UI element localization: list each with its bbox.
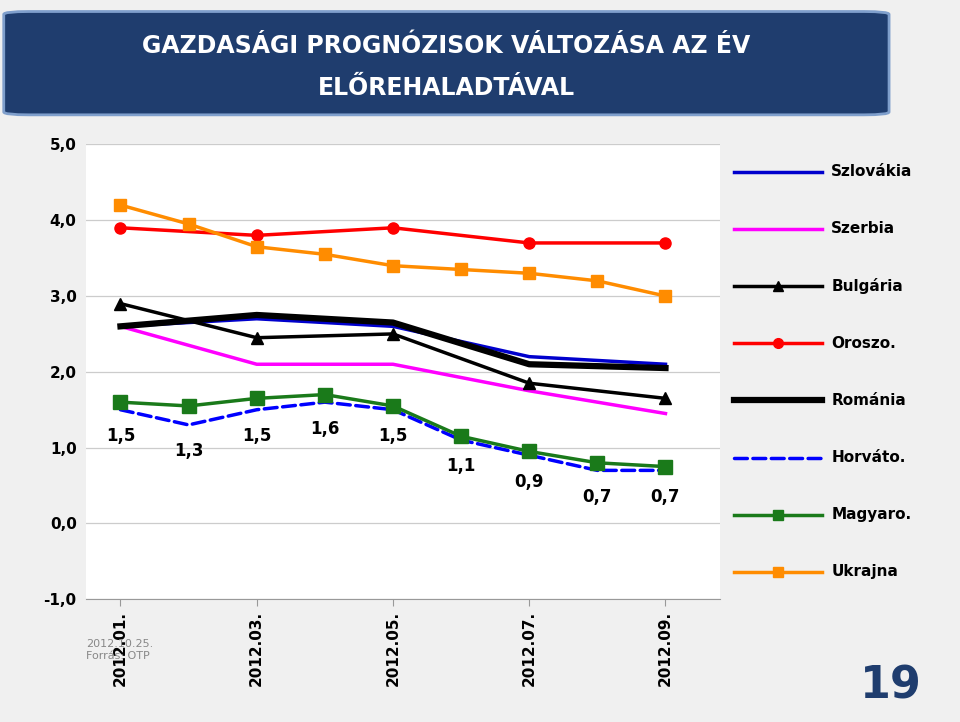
Text: 1,3: 1,3 [174,443,204,461]
Text: 2012.10.25.
Forrás: OTP: 2012.10.25. Forrás: OTP [86,639,154,661]
Text: 1,5: 1,5 [106,427,135,445]
Text: Ukrajna: Ukrajna [831,565,898,580]
Text: Oroszo.: Oroszo. [831,336,896,351]
Text: Horváto.: Horváto. [831,450,905,465]
Text: GAZDASÁGI PROGNÓZISOK VÁLTOZÁSA AZ ÉV: GAZDASÁGI PROGNÓZISOK VÁLTOZÁSA AZ ÉV [142,34,751,58]
Text: 0,7: 0,7 [583,488,612,506]
Text: 0,9: 0,9 [515,473,544,491]
Text: 0,7: 0,7 [651,488,681,506]
Text: 19: 19 [860,664,922,708]
Text: Magyaro.: Magyaro. [831,508,911,522]
Text: Szerbia: Szerbia [831,222,896,236]
Text: ELŐREHALADTÁVAL: ELŐREHALADTÁVAL [318,76,575,100]
Text: 1,5: 1,5 [242,427,272,445]
Text: 1,5: 1,5 [378,427,408,445]
Text: Románia: Románia [831,393,906,408]
Text: 1,6: 1,6 [310,419,340,438]
Text: 1,1: 1,1 [446,458,476,476]
FancyBboxPatch shape [4,12,889,115]
Text: Bulgária: Bulgária [831,278,903,294]
Text: Szlovákia: Szlovákia [831,164,913,179]
